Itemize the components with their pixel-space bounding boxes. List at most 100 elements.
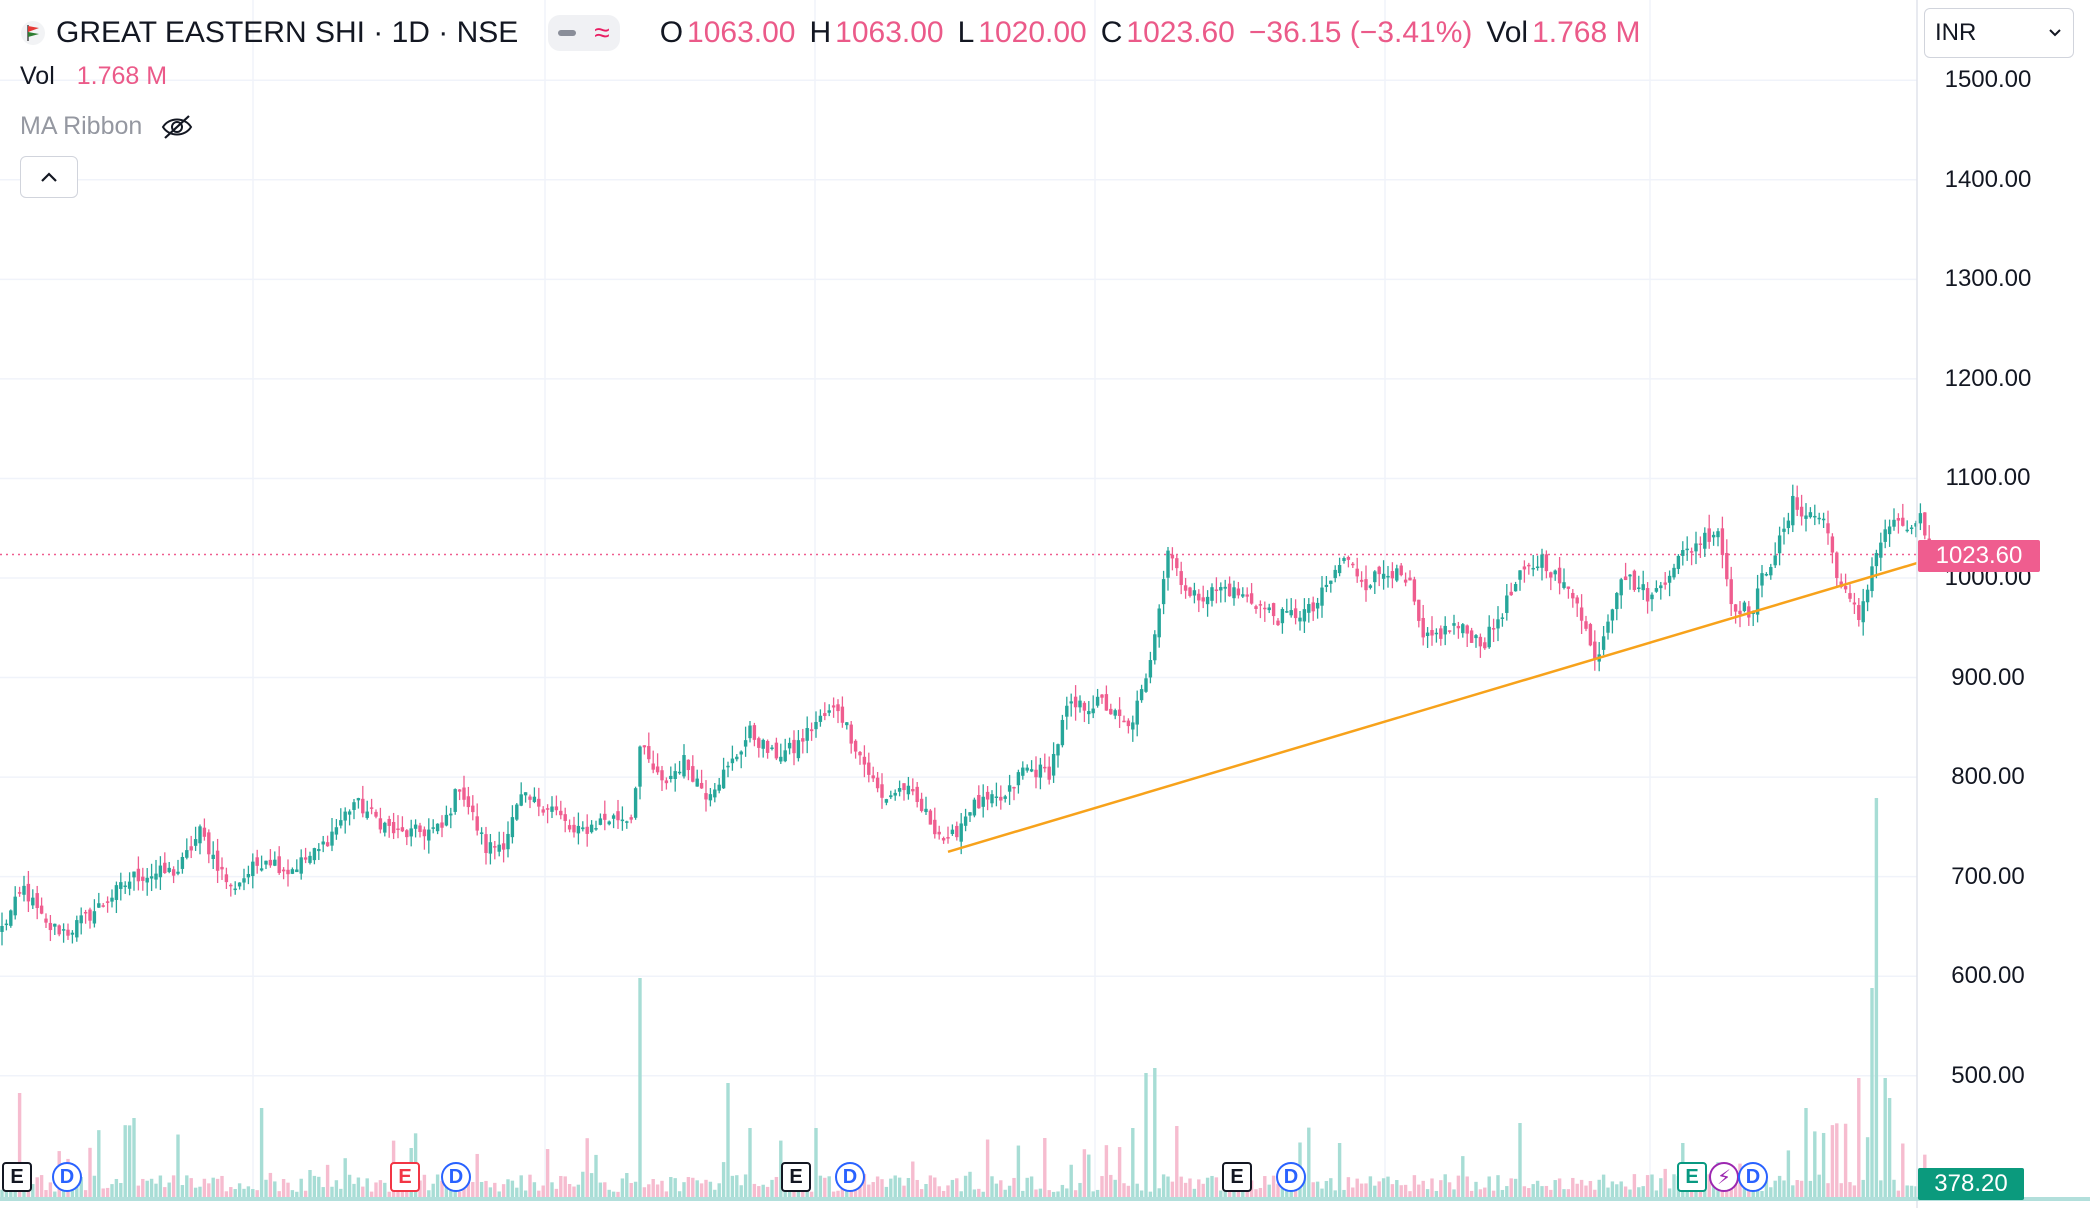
dividend-marker[interactable]: D [1738, 1162, 1768, 1192]
volume-bar [1562, 1189, 1566, 1198]
candle-body [180, 856, 185, 869]
candle-body [229, 884, 233, 887]
volume-bar [594, 1154, 598, 1198]
volume-bar [1579, 1179, 1584, 1198]
volume-indicator-legend[interactable]: Vol 1.768 M [20, 62, 167, 91]
earnings-marker[interactable]: E [390, 1162, 420, 1192]
candle-body [726, 765, 730, 768]
volume-bar [334, 1180, 339, 1198]
candle-body [594, 828, 598, 830]
volume-bar [1364, 1183, 1368, 1198]
candle-body [1016, 772, 1021, 786]
candle-body [950, 829, 955, 835]
trendline[interactable] [947, 561, 1918, 853]
volume-bar [770, 1179, 774, 1198]
earnings-marker[interactable]: E [781, 1162, 811, 1192]
candle-body [761, 739, 765, 749]
candle-body [1315, 602, 1320, 609]
volume-bar [105, 1187, 110, 1198]
ma-ribbon-legend[interactable]: MA Ribbon [20, 112, 194, 141]
candle-body [519, 794, 523, 806]
volume-bar [431, 1183, 435, 1198]
volume-bar [1619, 1181, 1623, 1198]
candle-body [1637, 587, 1641, 590]
volume-bar [1135, 1183, 1139, 1198]
candle-body [1144, 678, 1148, 692]
candle-body [1544, 554, 1549, 572]
candle-body [642, 745, 647, 748]
candle-body [1034, 769, 1038, 778]
candle-body [237, 882, 242, 887]
candle-body [1623, 576, 1628, 581]
candle-body [167, 867, 171, 872]
dividend-marker[interactable]: D [1276, 1162, 1306, 1192]
candle-body [1179, 571, 1183, 585]
earnings-marker[interactable]: E [1677, 1162, 1707, 1192]
volume-bar [1874, 798, 1879, 1198]
split-marker[interactable]: ⚡ [1709, 1162, 1739, 1192]
candle-body [660, 770, 664, 781]
volume-bar [1870, 988, 1874, 1198]
candle-body [422, 829, 427, 837]
volume-bar [1606, 1187, 1610, 1198]
volume-bar [418, 1180, 422, 1198]
symbol-title[interactable]: GREAT EASTERN SHI · 1D · NSE [56, 16, 519, 49]
candle-body [1276, 620, 1280, 626]
earnings-marker[interactable]: E [2, 1162, 32, 1192]
candle-body [427, 829, 431, 841]
volume-bar [286, 1182, 290, 1198]
volume-bar [1487, 1176, 1491, 1198]
candle-body [1654, 588, 1659, 592]
dividend-marker[interactable]: D [52, 1162, 82, 1192]
candle-body [1320, 587, 1324, 606]
volume-bar [880, 1179, 884, 1198]
candle-body [1879, 542, 1883, 558]
candle-body [1786, 520, 1791, 529]
volume-bar [1672, 1174, 1676, 1198]
candle-body [1439, 628, 1443, 639]
candle-body [523, 792, 528, 796]
volume-bar [26, 1186, 31, 1198]
candle-body [418, 825, 422, 832]
candle-body [1689, 551, 1694, 553]
dividend-marker[interactable]: D [835, 1162, 865, 1192]
candle-body [110, 897, 114, 902]
volume-bar [193, 1187, 198, 1198]
collapse-legend-button[interactable] [20, 156, 78, 198]
candle-body [1593, 641, 1597, 661]
candle-body [1777, 535, 1782, 554]
candle-body [92, 911, 97, 924]
candle-body [1386, 575, 1390, 578]
candle-body [1645, 588, 1650, 602]
dividend-marker[interactable]: D [441, 1162, 471, 1192]
candle-body [1122, 720, 1126, 723]
volume-bar [642, 1187, 647, 1198]
volume-bar [295, 1191, 299, 1198]
earnings-marker[interactable]: E [1222, 1162, 1252, 1192]
volume-bar [968, 1171, 972, 1198]
volume-value-tag: 378.20 [1918, 1168, 2024, 1200]
eye-off-icon[interactable] [160, 113, 194, 141]
candle-body [906, 785, 911, 795]
volume-bar [1817, 1174, 1821, 1198]
volume-bar [1434, 1190, 1439, 1198]
candle-body [374, 811, 378, 817]
candle-body [677, 771, 682, 774]
volume-bar [823, 1177, 827, 1198]
currency-select[interactable]: INR [1924, 8, 2074, 58]
volume-bar [325, 1164, 330, 1198]
volume-bar [1395, 1180, 1399, 1198]
candle-body [1575, 597, 1579, 604]
volume-bar [1786, 1150, 1791, 1198]
volume-bar [1456, 1175, 1461, 1198]
chart-mode-toggle[interactable]: ≈ [548, 15, 620, 51]
wave-icon[interactable]: ≈ [594, 17, 610, 48]
volume-bar [1038, 1188, 1043, 1198]
volume-bar [1012, 1177, 1016, 1198]
volume-bar [352, 1183, 356, 1198]
candle-body [545, 808, 550, 810]
volume-bar [871, 1182, 875, 1198]
collapse-dash-icon[interactable] [558, 30, 577, 36]
candle-body [1835, 552, 1839, 578]
